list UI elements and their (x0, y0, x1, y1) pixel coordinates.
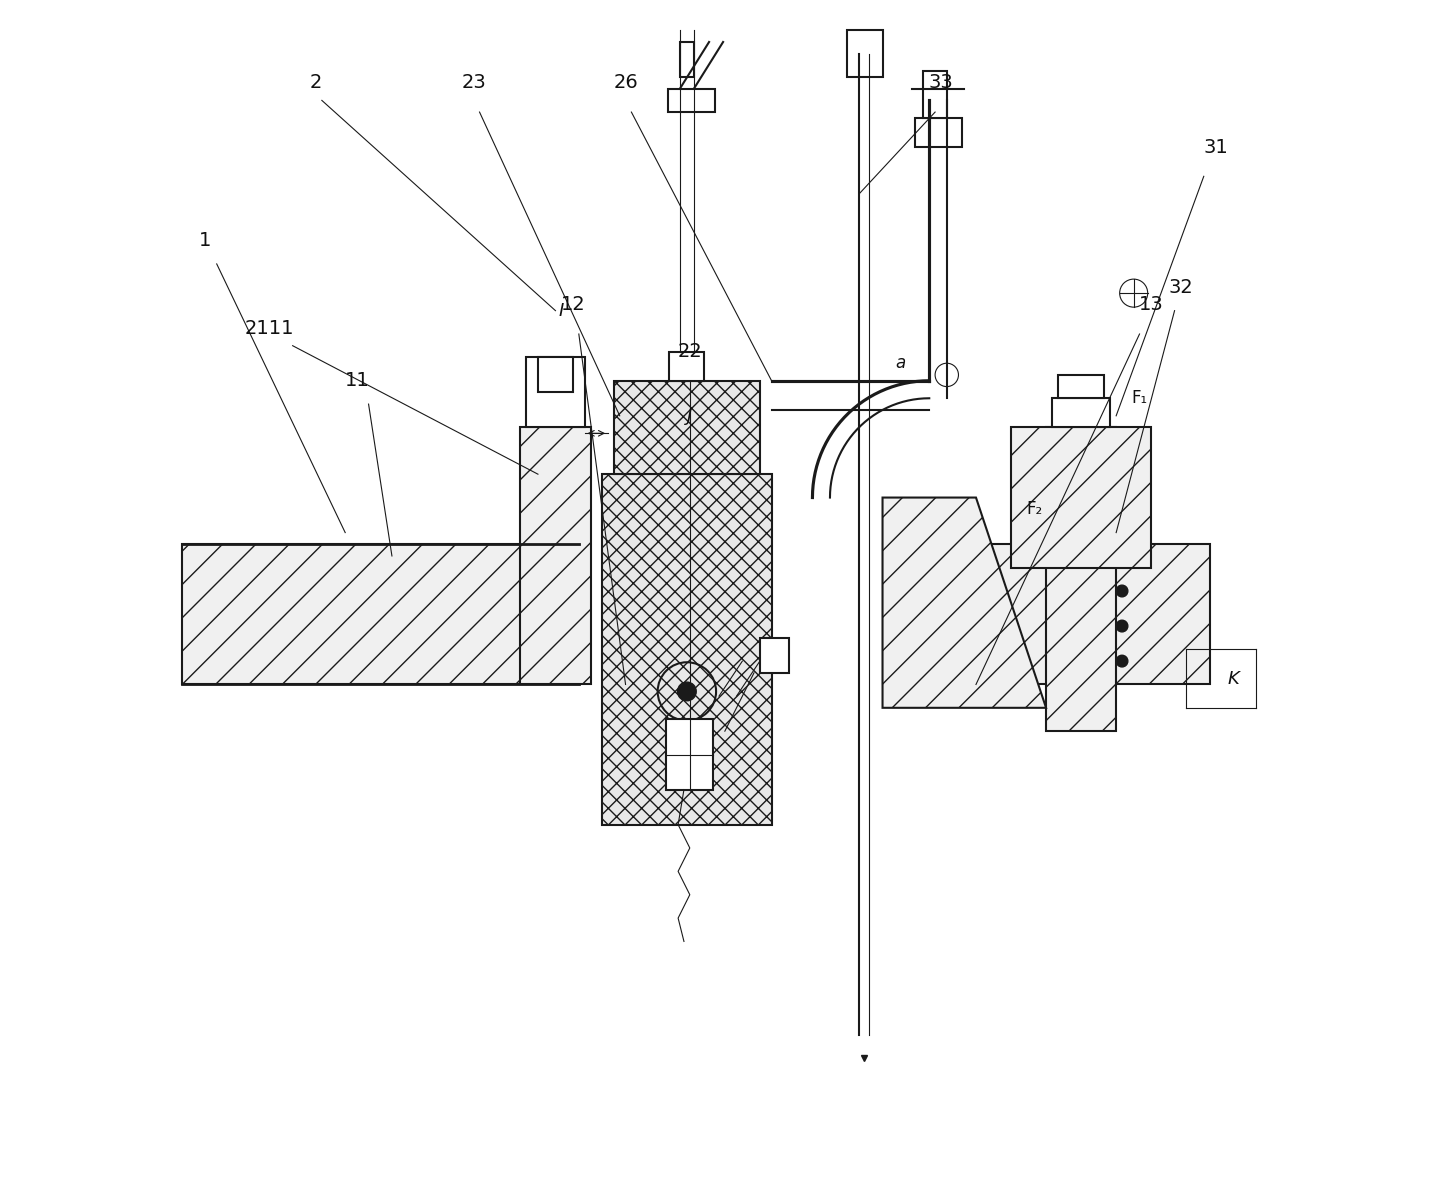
Text: 2: 2 (309, 73, 322, 92)
Text: K: K (1227, 670, 1240, 688)
Bar (526, 357, 585, 428)
Circle shape (1116, 655, 1127, 667)
Bar (680, 43, 695, 77)
Text: F₁: F₁ (1132, 389, 1148, 408)
Text: 32: 32 (1168, 278, 1192, 297)
Text: 31: 31 (1204, 137, 1228, 157)
Bar (614, 381, 759, 474)
Bar (666, 720, 713, 790)
Bar (181, 544, 580, 684)
Text: F₂: F₂ (1027, 500, 1043, 518)
Bar (923, 71, 946, 118)
Bar (1011, 428, 1152, 567)
Text: 26: 26 (613, 73, 638, 92)
Circle shape (1116, 585, 1127, 597)
Bar (915, 118, 962, 147)
Bar (521, 428, 591, 684)
Text: 11: 11 (345, 371, 370, 390)
Bar (603, 474, 772, 825)
Text: 13: 13 (1139, 296, 1163, 314)
Circle shape (1116, 621, 1127, 632)
Text: 23: 23 (462, 73, 486, 92)
Bar (847, 31, 883, 77)
Bar (669, 351, 705, 381)
Text: J: J (687, 407, 693, 424)
Text: I: I (559, 301, 564, 319)
Bar (883, 544, 1209, 684)
Bar (669, 89, 715, 112)
Text: a: a (894, 355, 905, 372)
Text: 2111: 2111 (244, 319, 293, 338)
Polygon shape (883, 498, 1045, 708)
Bar (1053, 398, 1110, 428)
Text: 33: 33 (929, 73, 953, 92)
Text: 22: 22 (677, 342, 702, 361)
Bar (538, 357, 572, 392)
Bar (759, 638, 789, 673)
Bar (1045, 428, 1116, 732)
Bar (1058, 375, 1104, 398)
Circle shape (677, 682, 696, 701)
Text: 1: 1 (198, 230, 211, 251)
Text: 12: 12 (561, 296, 585, 314)
